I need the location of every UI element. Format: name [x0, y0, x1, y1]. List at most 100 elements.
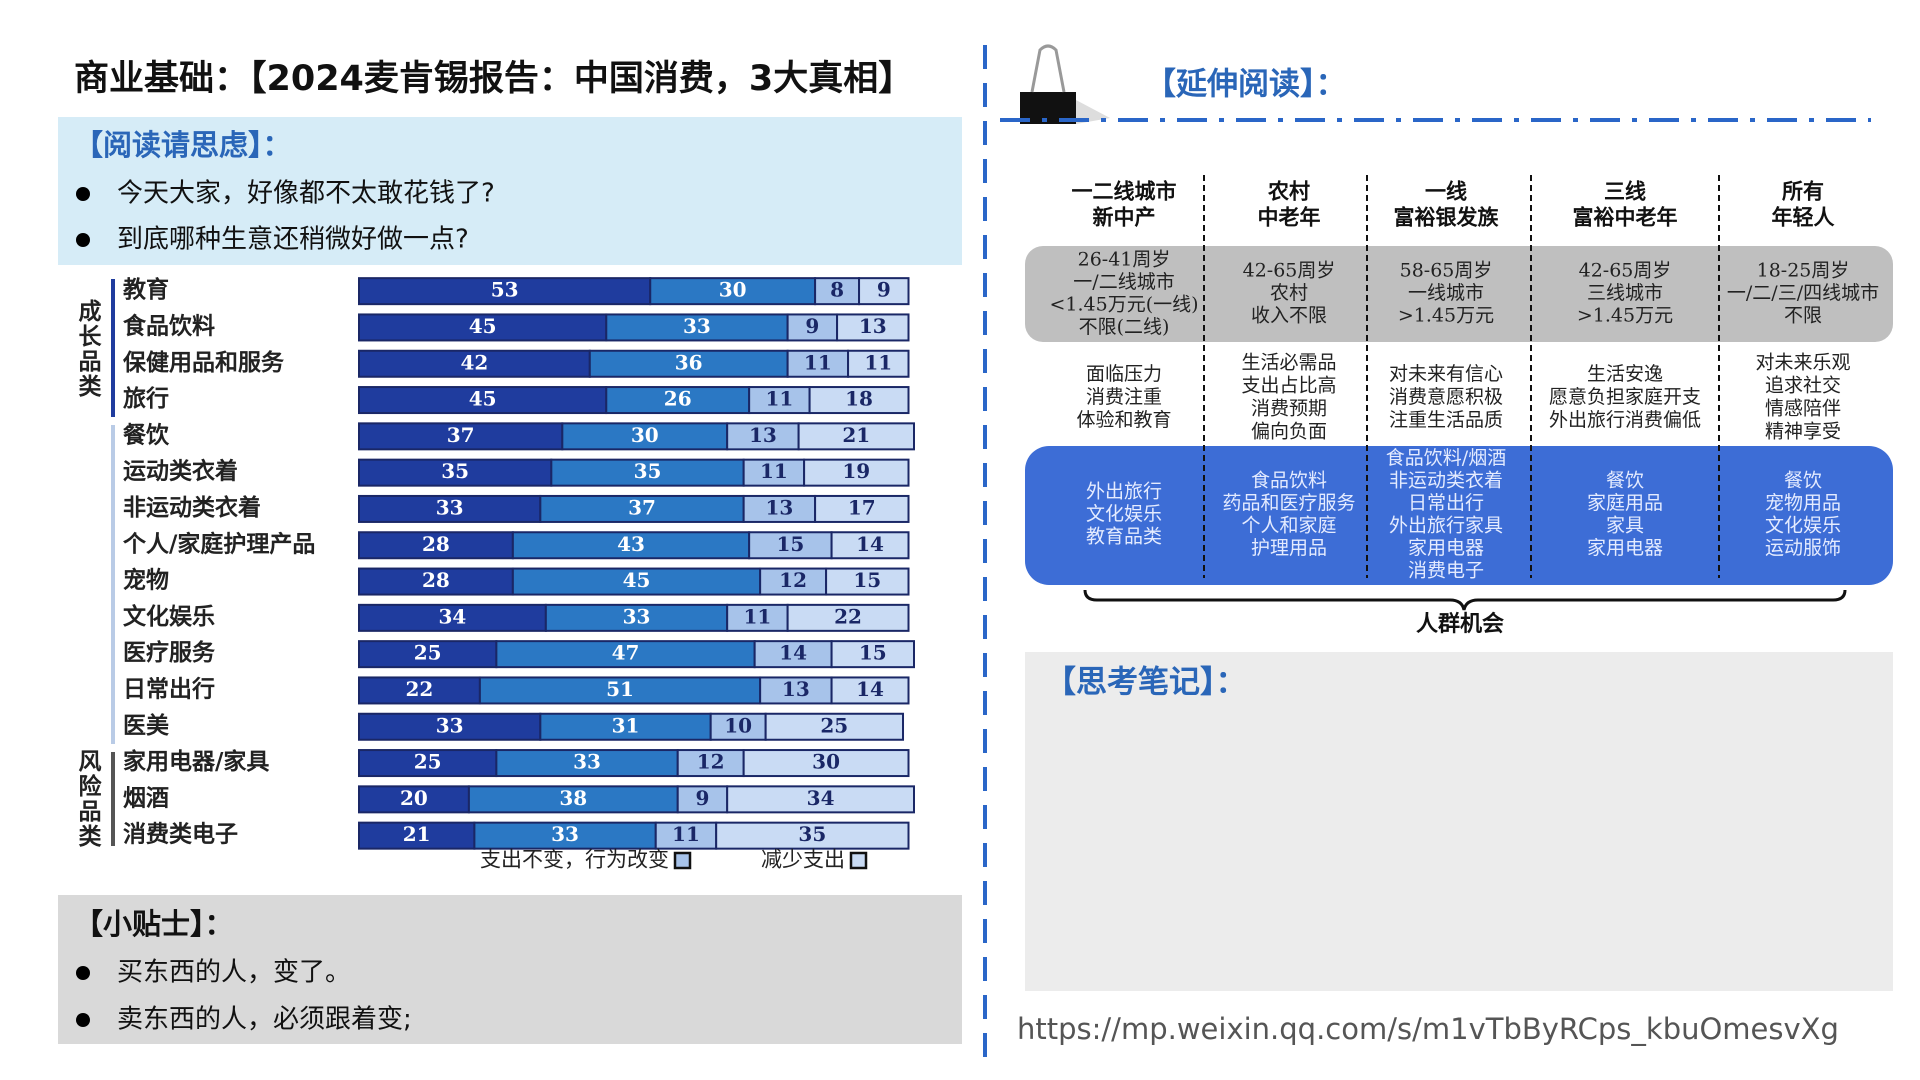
- value-label: 30: [719, 278, 747, 302]
- cell-attitude: 偏向负面: [1251, 421, 1327, 443]
- cell-attitude: 对未来有信心: [1389, 363, 1503, 385]
- cell-profile: 26-41周岁: [1078, 248, 1171, 270]
- cell-opportunities: 家庭用品: [1587, 492, 1663, 514]
- bar-segment: [358, 349, 591, 378]
- bar-segment: [759, 567, 828, 596]
- value-label: 11: [672, 822, 700, 846]
- bar-segment: [836, 313, 910, 342]
- value-label: 9: [695, 786, 709, 810]
- value-label: 25: [414, 750, 442, 774]
- cell-opportunities: 食品饮料: [1251, 469, 1327, 491]
- value-label: 19: [842, 459, 870, 483]
- cell-opportunities: 家用电器: [1587, 537, 1663, 559]
- category-label: 消费类电子: [123, 821, 238, 848]
- category-label: 运动类衣着: [123, 458, 238, 485]
- value-label: 21: [842, 423, 870, 447]
- cell-profile: >1.45万元: [1398, 305, 1494, 327]
- category-label: 个人/家庭护理产品: [123, 530, 315, 557]
- value-label: 11: [760, 459, 788, 483]
- value-label: 33: [551, 822, 579, 846]
- value-label: 14: [779, 641, 807, 665]
- notes-title: 【思考笔记】：: [1045, 665, 1247, 701]
- bar-segment: [495, 640, 756, 669]
- cell-attitude: 面临压力: [1086, 363, 1162, 385]
- value-label: 35: [441, 459, 469, 483]
- cell-profile: 一线城市: [1408, 282, 1484, 304]
- category-label: 宠物: [123, 567, 169, 594]
- bar-segment: [830, 640, 916, 669]
- bar-segment: [511, 531, 751, 560]
- cell-header: 所有: [1782, 179, 1824, 204]
- bar-segment: [539, 712, 712, 741]
- legend-label: 支出不变，行为改变: [480, 848, 669, 872]
- value-label: 13: [859, 314, 887, 338]
- value-label: 34: [438, 604, 466, 628]
- value-label: 51: [606, 677, 634, 701]
- cell-profile: 收入不限: [1251, 305, 1327, 327]
- bar-segment: [858, 277, 910, 306]
- bar-segment: [358, 531, 514, 560]
- bar-segment: [605, 386, 751, 415]
- value-label: 37: [628, 495, 656, 519]
- bar-segment: [759, 676, 833, 705]
- reading-title: 【阅读请思虑】：: [74, 128, 292, 162]
- cell-opportunities: 餐饮: [1606, 469, 1644, 491]
- cell-profile: 不限(二线): [1079, 316, 1170, 338]
- cell-opportunities: 非运动类衣着: [1389, 469, 1503, 491]
- cell-opportunities: 餐饮: [1784, 469, 1822, 491]
- value-label: 11: [804, 350, 832, 374]
- bar-segment: [830, 531, 910, 560]
- value-label: 9: [877, 278, 891, 302]
- cell-opportunities: 护理用品: [1251, 537, 1327, 559]
- bar-segment: [495, 749, 679, 778]
- cell-profile: <1.45万元(一线): [1049, 293, 1198, 315]
- legend-swatch: [673, 851, 692, 870]
- cell-profile: 42-65周岁: [1579, 260, 1672, 282]
- extended-title: 【延伸阅读】：: [1145, 67, 1347, 103]
- tips-title: 【小贴士】：: [74, 907, 234, 941]
- value-label: 45: [469, 387, 497, 411]
- cell-attitude: 注重生活品质: [1389, 409, 1503, 431]
- bar-segment: [588, 349, 789, 378]
- cell-opportunities: 宠物用品: [1765, 492, 1841, 514]
- cell-attitude: 情感陪伴: [1765, 398, 1841, 420]
- value-label: 17: [848, 495, 876, 519]
- cell-header: 新中产: [1093, 205, 1156, 230]
- bar-segment: [539, 494, 745, 523]
- cell-opportunities: 教育品类: [1086, 526, 1162, 548]
- bar-segment: [358, 422, 564, 451]
- cell-attitude: 体验和教育: [1076, 409, 1171, 431]
- value-label: 33: [573, 750, 601, 774]
- cell-profile: 不限: [1784, 305, 1822, 327]
- profile-band: [1025, 246, 1893, 342]
- value-label: 22: [834, 604, 862, 628]
- reading-item: 今天大家，好像都不太敢花钱了?: [117, 179, 495, 209]
- category-label: 烟酒: [123, 784, 169, 811]
- value-label: 33: [623, 604, 651, 628]
- category-label: 保健用品和服务: [122, 349, 285, 376]
- cell-opportunities: 外出旅行: [1086, 481, 1162, 503]
- cell-profile: 三线城市: [1587, 282, 1663, 304]
- value-label: 11: [864, 350, 892, 374]
- source-url[interactable]: https://mp.weixin.qq.com/s/m1vTbByRCps_k…: [1017, 1012, 1839, 1046]
- bar-segment: [473, 821, 657, 850]
- value-label: 13: [749, 423, 777, 447]
- value-label: 31: [612, 713, 640, 737]
- cell-header: 年轻人: [1772, 205, 1835, 230]
- cell-opportunities: 家具: [1606, 514, 1644, 536]
- value-label: 33: [436, 495, 464, 519]
- bar-segment: [847, 349, 910, 378]
- bar-segment: [803, 458, 910, 487]
- value-label: 53: [491, 278, 519, 302]
- cell-attitude: 精神享受: [1765, 421, 1841, 443]
- value-label: 30: [812, 750, 840, 774]
- cell-profile: 42-65周岁: [1243, 260, 1336, 282]
- value-label: 37: [447, 423, 475, 447]
- tips-item: 卖东西的人，必须跟着变;: [117, 1005, 412, 1035]
- bar-segment: [830, 676, 910, 705]
- value-label: 15: [859, 641, 887, 665]
- cell-header: 农村: [1267, 179, 1310, 204]
- value-label: 11: [743, 604, 771, 628]
- tips-item: 买东西的人，变了。: [117, 958, 351, 988]
- reading-box: [58, 117, 962, 265]
